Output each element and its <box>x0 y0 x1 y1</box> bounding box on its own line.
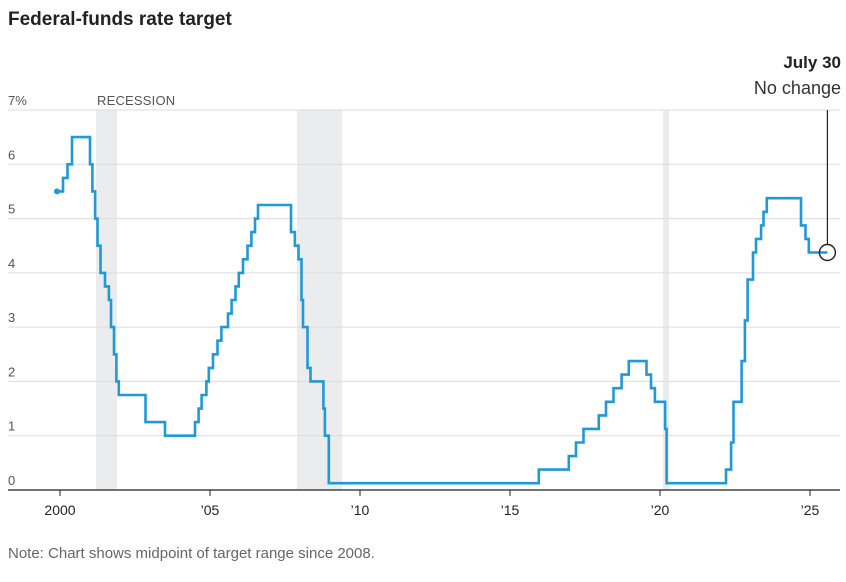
y-tick-label: 2 <box>8 364 15 379</box>
annotation-date: July 30 <box>783 53 841 72</box>
y-tick-label: 0 <box>8 473 15 488</box>
y-tick-label: 7% <box>8 93 27 108</box>
y-tick-label: 1 <box>8 419 15 434</box>
x-tick-label: ’10 <box>351 502 370 518</box>
recession-band <box>297 110 342 490</box>
x-tick-label: ’05 <box>201 502 220 518</box>
gridlines <box>8 109 840 437</box>
y-tick-label: 4 <box>8 256 15 271</box>
annotation-text: No change <box>754 78 841 98</box>
y-tick-label: 6 <box>8 147 15 162</box>
recession-bands: RECESSION <box>96 93 669 490</box>
series-start-dot <box>54 188 60 195</box>
chart-note: Note: Chart shows midpoint of target ran… <box>8 545 375 562</box>
y-tick-label: 3 <box>8 310 15 325</box>
chart-title: Federal-funds rate target <box>8 9 232 30</box>
x-tick-label: ’15 <box>501 502 520 518</box>
y-tick-label: 5 <box>8 202 15 217</box>
recession-band <box>96 110 117 490</box>
series-line <box>57 135 828 485</box>
series-layer <box>54 135 828 485</box>
x-tick-label: ’25 <box>801 502 820 518</box>
axes: 0 1 2 3 4 5 6 7% 2000 ’05 ’10 ’15 ’20 ’25 <box>8 93 840 518</box>
x-tick-label: 2000 <box>44 502 75 518</box>
recession-band <box>663 110 669 490</box>
annotation-marker <box>818 243 837 262</box>
recession-label: RECESSION <box>97 93 175 108</box>
x-tick-label: ’20 <box>651 502 670 518</box>
annotation: July 30 No change <box>754 53 841 262</box>
